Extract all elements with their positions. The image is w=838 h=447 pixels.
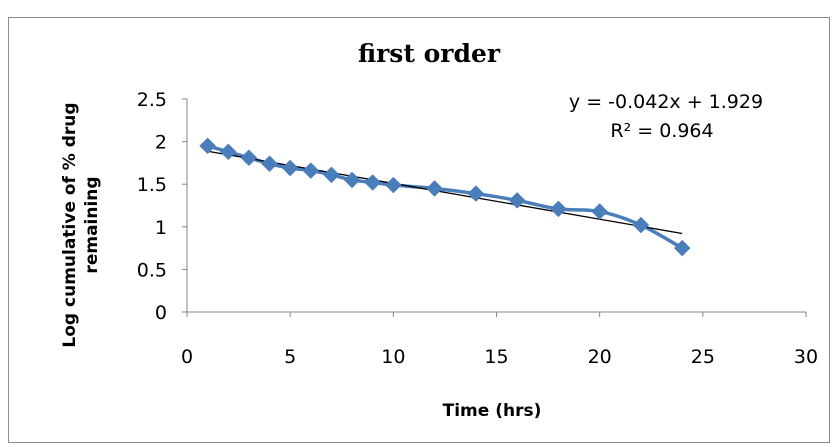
data-point-marker — [426, 180, 443, 197]
x-axis-ticks: 0 5 10 15 20 25 30 — [181, 312, 818, 368]
chart-title: first order — [358, 39, 501, 68]
x-tick-label: 0 — [181, 346, 193, 368]
trendline-equation: y = -0.042x + 1.929 — [569, 91, 763, 113]
data-point-marker — [281, 159, 299, 177]
data-point-marker — [261, 155, 278, 173]
data-point-marker — [240, 149, 258, 167]
y-axis-label: Log cumulative of % drug remaining — [60, 102, 102, 347]
y-tick-label: 0 — [155, 302, 167, 324]
data-point-marker — [302, 162, 320, 179]
series-line — [207, 144, 684, 250]
x-tick-label: 30 — [794, 346, 818, 368]
data-point-marker — [673, 239, 691, 257]
data-point-marker — [508, 192, 526, 209]
data-point-marker — [467, 185, 485, 202]
chart-frame — [8, 17, 830, 443]
y-axis-ticks: 0 0.5 1 1.5 2 2.5 — [137, 89, 187, 324]
data-point-marker — [550, 200, 567, 218]
data-point-marker — [343, 171, 361, 189]
y-tick-label: 1 — [155, 217, 167, 239]
series-markers — [199, 137, 691, 257]
x-tick-label: 15 — [484, 346, 508, 368]
trendline — [207, 150, 683, 235]
data-point-marker — [364, 174, 382, 191]
x-tick-label: 20 — [588, 346, 612, 368]
y-axis-label-line-2: remaining — [82, 176, 102, 273]
data-point-marker — [199, 137, 216, 155]
data-point-marker — [323, 166, 340, 184]
trendline-r2: R² = 0.964 — [610, 120, 713, 142]
y-tick-label: 1.5 — [137, 174, 167, 196]
y-axis-label-line-1: Log cumulative of % drug — [60, 102, 80, 347]
data-point-marker — [591, 203, 609, 220]
data-point-marker — [219, 143, 237, 161]
x-tick-label: 25 — [691, 346, 715, 368]
y-tick-label: 2 — [155, 132, 167, 154]
data-point-marker — [384, 176, 402, 194]
data-point-marker — [632, 216, 650, 234]
y-tick-label: 2.5 — [137, 89, 167, 111]
x-tick-label: 5 — [284, 346, 296, 368]
x-axis-label: Time (hrs) — [443, 401, 542, 421]
y-tick-label: 0.5 — [137, 259, 167, 281]
x-tick-label: 10 — [381, 346, 405, 368]
